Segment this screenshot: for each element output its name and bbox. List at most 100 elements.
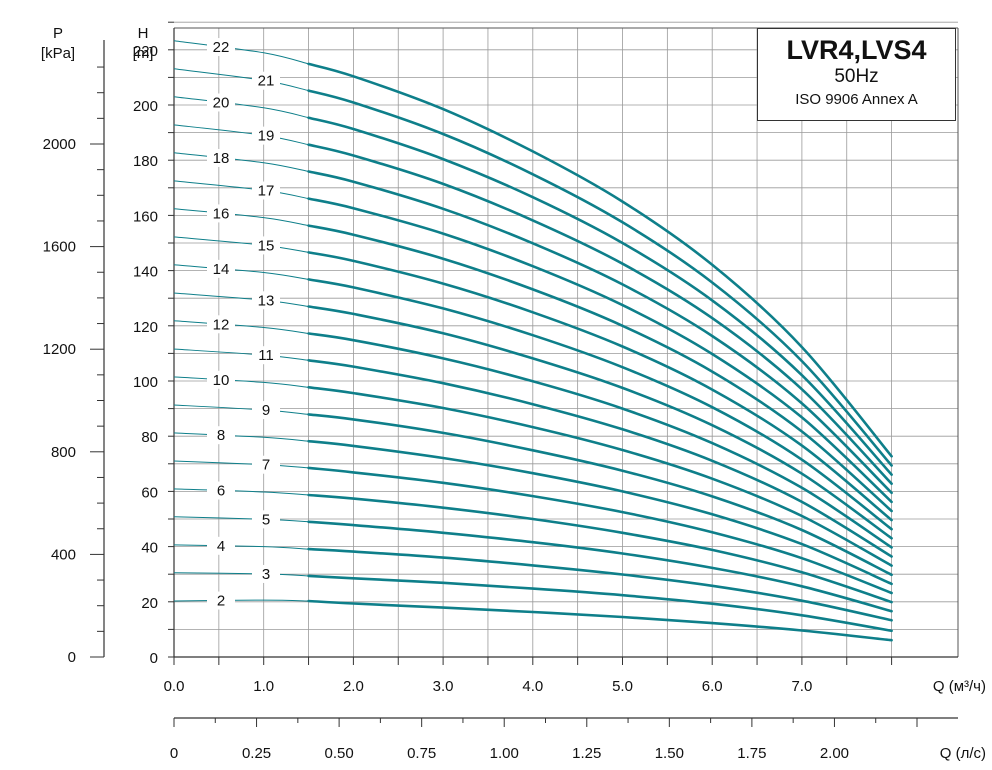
head-tick-label: 0 xyxy=(150,650,158,667)
curve-label-bg xyxy=(252,346,280,365)
curve-label-8: 8 xyxy=(217,427,225,444)
curve-19 xyxy=(307,143,893,485)
curve-thin-12 xyxy=(173,320,309,334)
curve-7 xyxy=(307,466,893,595)
curve-thin-10 xyxy=(173,376,309,388)
curve-label-bg xyxy=(252,401,280,420)
curve-label-bg xyxy=(252,291,280,310)
curve-label-bg xyxy=(207,38,235,57)
head-tick-label: 120 xyxy=(133,319,158,336)
flow-ls-axis-title: Q (л/с) xyxy=(940,745,986,762)
curve-label-bg xyxy=(252,236,280,255)
curve-label-21: 21 xyxy=(258,73,275,90)
curve-thin-21 xyxy=(173,68,309,92)
head-tick-label: 160 xyxy=(133,208,158,225)
curve-label-bg xyxy=(252,455,280,474)
head-tick-label: 200 xyxy=(133,98,158,115)
curve-label-19: 19 xyxy=(258,128,275,145)
curve-label-22: 22 xyxy=(213,39,230,56)
curve-17 xyxy=(307,197,893,504)
curve-label-bg xyxy=(207,370,235,389)
flow-axis-title: Q (м³/ч) xyxy=(933,678,986,695)
pressure-tick-label: 1600 xyxy=(43,239,76,256)
curve-thin-16 xyxy=(173,208,309,227)
curve-thin-2 xyxy=(173,599,309,602)
curve-thin-20 xyxy=(173,96,309,119)
curve-3 xyxy=(307,574,893,633)
curve-label-bg xyxy=(252,181,280,200)
curve-thin-18 xyxy=(173,152,309,172)
curve-thin-6 xyxy=(173,488,309,496)
flow-tick-label: 4.0 xyxy=(522,678,543,695)
curve-thin-8 xyxy=(173,432,309,442)
curve-11 xyxy=(307,359,893,558)
axes: 0400800120016002000P[kPa]020406080100120… xyxy=(41,21,986,762)
head-tick-label: 100 xyxy=(133,374,158,391)
curve-5 xyxy=(307,520,893,613)
curve-label-5: 5 xyxy=(262,511,270,528)
head-tick-label: 180 xyxy=(133,153,158,170)
flow-ls-tick-label: 0.25 xyxy=(242,745,271,762)
curve-label-bg xyxy=(252,126,280,145)
curve-label-bg xyxy=(207,204,235,223)
curve-label-13: 13 xyxy=(258,292,275,309)
curve-label-9: 9 xyxy=(262,402,270,419)
curve-label-bg xyxy=(252,510,280,529)
curve-label-20: 20 xyxy=(213,95,230,112)
flow-tick-label: 2.0 xyxy=(343,678,364,695)
curve-6 xyxy=(307,493,893,604)
flow-ls-tick-label: 1.00 xyxy=(490,745,519,762)
head-tick-label: 60 xyxy=(141,484,158,501)
curve-label-bg xyxy=(207,536,235,555)
curve-thin-7 xyxy=(173,460,309,469)
curve-16 xyxy=(307,224,893,513)
curve-label-bg xyxy=(252,71,280,90)
curve-22 xyxy=(307,62,893,458)
head-axis-title: H xyxy=(138,25,149,42)
curve-2 xyxy=(307,599,893,642)
flow-ls-tick-label: 0 xyxy=(170,745,178,762)
curve-15 xyxy=(307,251,893,522)
flow-ls-tick-label: 0.50 xyxy=(325,745,354,762)
curve-label-11: 11 xyxy=(258,347,274,364)
flow-ls-tick-label: 1.50 xyxy=(655,745,684,762)
curve-8 xyxy=(307,439,893,586)
head-tick-label: 220 xyxy=(133,43,158,60)
curve-label-4: 4 xyxy=(217,538,225,555)
curve-label-2: 2 xyxy=(217,593,225,610)
curve-4 xyxy=(307,547,893,622)
chart-title: LVR4,LVS4 xyxy=(786,35,927,65)
curve-thin-15 xyxy=(173,236,309,253)
curve-label-6: 6 xyxy=(217,483,225,500)
curve-21 xyxy=(307,89,893,467)
curve-thin-14 xyxy=(173,264,309,280)
curve-label-15: 15 xyxy=(258,237,275,254)
curve-label-12: 12 xyxy=(213,316,230,333)
pressure-tick-label: 0 xyxy=(68,649,76,666)
curve-thin-4 xyxy=(173,544,309,550)
curve-14 xyxy=(307,278,893,531)
curve-label-18: 18 xyxy=(213,150,230,167)
curve-label-bg xyxy=(207,426,235,445)
curve-12 xyxy=(307,332,893,549)
head-tick-label: 40 xyxy=(141,540,158,557)
curve-label-bg xyxy=(207,315,235,334)
curve-label-3: 3 xyxy=(262,566,270,583)
pressure-tick-label: 1200 xyxy=(43,341,76,358)
chart-title-box: LVR4,LVS4 50Hz ISO 9906 Annex A xyxy=(757,28,956,121)
curve-18 xyxy=(307,170,893,495)
curve-13 xyxy=(307,305,893,540)
curve-thin-17 xyxy=(173,180,309,200)
flow-tick-label: 3.0 xyxy=(433,678,454,695)
curve-20 xyxy=(307,116,893,476)
curve-label-bg xyxy=(207,148,235,167)
curve-thin-9 xyxy=(173,404,309,415)
head-tick-label: 20 xyxy=(141,595,158,612)
flow-tick-label: 1.0 xyxy=(253,678,274,695)
head-axis-unit: [m] xyxy=(133,45,154,62)
curve-label-bg xyxy=(252,564,280,583)
curves xyxy=(173,40,893,642)
flow-tick-label: 6.0 xyxy=(702,678,723,695)
curve-thin-19 xyxy=(173,124,309,146)
